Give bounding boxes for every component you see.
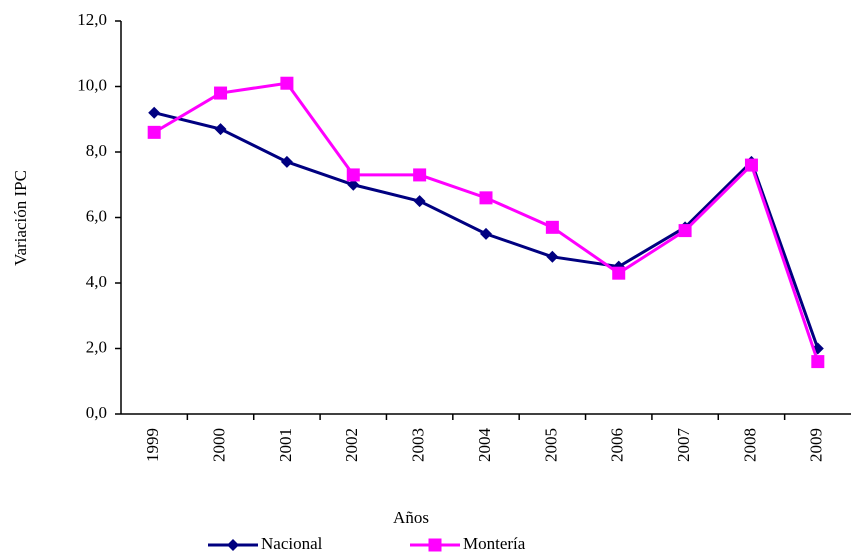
y-tick-label: 12,0 [77,10,107,29]
x-tick-label: 2000 [209,428,228,462]
x-tick-label: 2008 [740,428,759,462]
data-point [480,227,492,240]
data-point [214,86,228,100]
data-point [612,266,626,280]
legend-label: Montería [463,534,526,553]
data-point [280,155,293,168]
y-tick-label: 10,0 [77,75,107,94]
legend-marker [428,538,442,552]
data-point [479,191,493,205]
y-tick-label: 8,0 [86,141,107,160]
data-point [346,168,360,182]
y-tick-label: 4,0 [86,272,107,291]
data-point [811,355,825,369]
data-point [545,220,559,234]
series-line [153,81,820,363]
y-tick-label: 6,0 [86,206,107,225]
data-point [546,250,559,263]
data-point [214,123,227,136]
data-point [678,224,692,238]
x-tick-label: 2005 [541,428,560,462]
data-point [147,125,161,139]
y-axis-title: Variación IPC [11,170,30,266]
data-point [148,106,161,119]
data-point [413,168,427,182]
x-axis-title: Años [393,508,429,527]
y-tick-label: 0,0 [86,403,107,422]
legend-marker [227,539,239,551]
x-tick-label: 2002 [342,428,361,462]
x-tick-label: 2001 [276,428,295,462]
data-point [280,76,294,90]
x-tick-label: 2006 [608,428,627,462]
x-tick-label: 1999 [143,428,162,462]
data-point [744,158,758,172]
y-tick-label: 2,0 [86,337,107,356]
data-point [413,195,426,208]
legend-label: Nacional [261,534,323,553]
x-tick-label: 2004 [475,428,494,463]
x-tick-label: 2007 [674,428,693,463]
data-point [347,178,360,191]
x-tick-label: 2009 [807,428,826,462]
x-tick-label: 2003 [409,428,428,462]
